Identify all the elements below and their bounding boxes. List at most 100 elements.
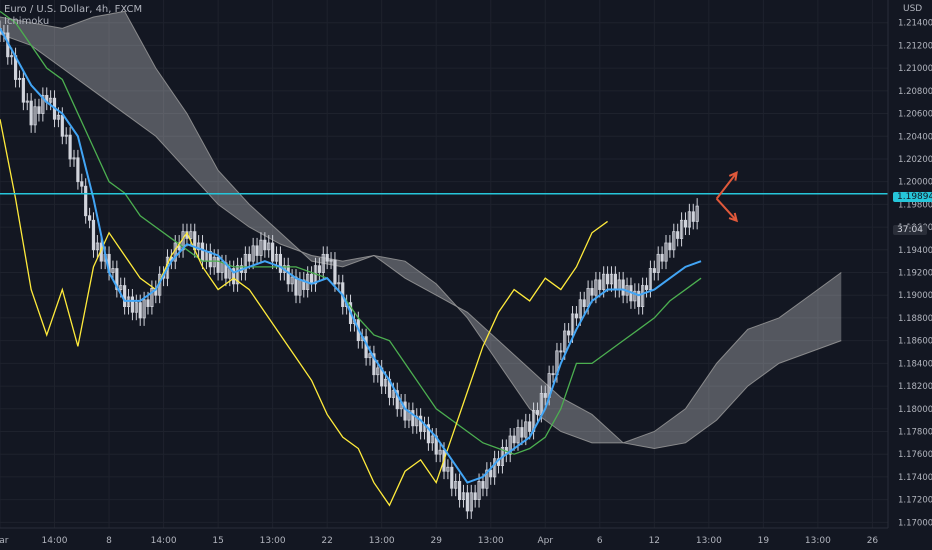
candle-body <box>633 290 637 302</box>
candle-body <box>56 114 61 120</box>
time-tick-label: 26 <box>867 536 879 546</box>
candle-body <box>695 205 699 222</box>
candle-body <box>578 299 582 319</box>
candle-body <box>21 77 25 103</box>
candle-body <box>29 100 33 126</box>
candle-body <box>142 299 146 319</box>
candle-body <box>274 253 279 262</box>
candle-body <box>119 285 123 290</box>
arrow-up <box>715 172 738 200</box>
candle-body <box>648 268 653 290</box>
candle-body <box>111 268 115 273</box>
price-tick-label: 1.18200 <box>898 382 932 392</box>
candle-body <box>469 492 473 512</box>
price-tick-label: 1.19400 <box>898 246 932 256</box>
candle-body <box>641 285 645 307</box>
candle-body <box>325 253 329 262</box>
candle-body <box>243 253 247 273</box>
candle-body <box>691 211 695 222</box>
candle-body <box>60 114 64 137</box>
candle-body <box>33 106 37 126</box>
candle-body <box>25 100 29 103</box>
arrow-down-head <box>728 212 739 223</box>
candle-body <box>637 290 641 307</box>
candle-body <box>376 367 380 376</box>
price-tick-label: 1.17200 <box>898 496 932 506</box>
price-tick-label: 1.20400 <box>898 132 932 142</box>
candle-body <box>516 427 520 444</box>
candle-body <box>660 253 664 262</box>
candle-body <box>286 265 290 285</box>
price-tick-label: 1.21200 <box>898 41 932 51</box>
senkou-b-line <box>0 33 842 450</box>
candle-body <box>465 492 469 512</box>
currency-label[interactable]: USD <box>903 4 923 14</box>
candle-body <box>446 466 450 472</box>
candle-body <box>232 268 236 285</box>
price-tick-label: 1.21000 <box>898 64 932 74</box>
price-tick-label: 1.20600 <box>898 110 932 120</box>
candle-body <box>477 481 481 501</box>
candle-body <box>656 253 660 273</box>
candle-body <box>605 273 610 285</box>
price-tick-label: 1.17400 <box>898 473 932 483</box>
candle-body <box>251 245 255 262</box>
time-tick-label: 13:00 <box>478 536 504 546</box>
candle-body <box>559 350 563 353</box>
time-axis-bg <box>0 528 932 550</box>
candle-body <box>528 421 532 432</box>
candle-body <box>309 273 314 285</box>
candle-body <box>290 276 294 285</box>
kumo-cloud <box>0 11 842 449</box>
candle-body <box>582 299 586 307</box>
candle-body <box>395 390 399 410</box>
candle-body <box>652 268 656 273</box>
candle-body <box>64 134 68 137</box>
price-tick-label: 1.18800 <box>898 314 932 324</box>
candle-body <box>457 481 462 501</box>
candle-body <box>664 242 668 262</box>
candle-body <box>594 279 598 296</box>
candle-body <box>10 55 14 58</box>
price-axis-bg <box>888 0 932 550</box>
candle-body <box>37 106 41 114</box>
candle-body <box>333 259 337 285</box>
candle-body <box>91 219 96 251</box>
candle-body <box>150 288 154 307</box>
candle-body <box>263 239 267 251</box>
candle-body <box>17 77 22 80</box>
price-tick-label: 1.19000 <box>898 291 932 301</box>
candle-body <box>197 242 201 251</box>
candle-body <box>403 401 407 421</box>
candle-body <box>493 458 497 478</box>
time-tick-label: 8 <box>106 536 112 546</box>
tenkan-line <box>0 27 702 484</box>
price-tick-label: 1.19800 <box>898 200 932 210</box>
price-tick-label: 1.17600 <box>898 450 932 460</box>
candle-body <box>602 273 606 290</box>
candle-body <box>329 259 333 262</box>
candle-body <box>68 134 72 160</box>
price-tick-label: 1.19200 <box>898 269 932 279</box>
candle-body <box>49 97 53 103</box>
candle-body <box>621 279 625 296</box>
candle-body <box>216 256 220 273</box>
senkou-a-line <box>0 10 842 444</box>
candle-body <box>419 415 423 432</box>
candle-body <box>683 219 688 228</box>
candle-body <box>372 353 376 376</box>
candle-body <box>235 265 240 285</box>
candle-body <box>115 268 119 290</box>
candle-body <box>130 296 135 313</box>
candle-body <box>590 288 594 296</box>
candle-body <box>208 251 212 268</box>
countdown-tag: 37:04 <box>893 225 927 235</box>
time-tick-label: 13:00 <box>260 536 286 546</box>
candle-body <box>259 239 263 256</box>
candle-body <box>138 302 142 319</box>
candle-body <box>271 242 275 262</box>
time-tick-label: 14:00 <box>151 536 177 546</box>
candle-body <box>317 265 321 273</box>
time-tick-label: 13:00 <box>369 536 395 546</box>
